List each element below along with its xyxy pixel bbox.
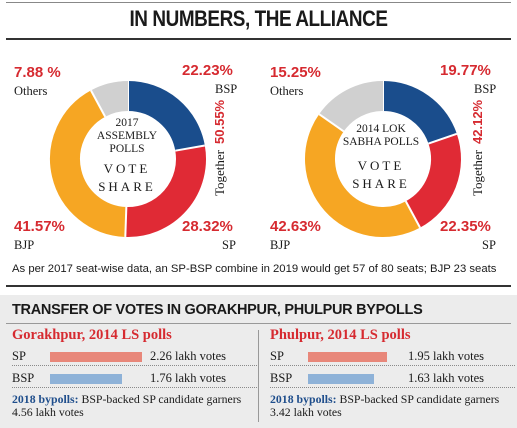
section-separator — [6, 285, 511, 287]
page-title: IN NUMBERS, THE ALLIANCE — [129, 6, 388, 31]
slice-others — [90, 81, 129, 118]
bsp-label-2014: BSP — [474, 82, 497, 96]
sp-label-2014: SP — [482, 238, 496, 252]
bypoll-key: 2018 bypolls: — [270, 392, 337, 406]
party-label: SP — [12, 349, 26, 363]
bypoll-key: 2018 bypolls: — [12, 392, 79, 406]
slice-others — [319, 81, 384, 132]
panel-divider — [258, 330, 259, 422]
slice-sp — [125, 145, 206, 237]
phulpur-panel: Phulpur, 2014 LS polls SP 1.95 lakh vote… — [270, 327, 515, 427]
slice-separator — [124, 206, 128, 237]
phulpur-bsp-row: BSP 1.63 lakh votes — [270, 370, 515, 388]
slice-separator — [318, 113, 345, 133]
others-pct-2017: 7.88 % — [14, 64, 61, 81]
bjp-pct-2014: 42.63% — [270, 218, 321, 235]
phulpur-bypoll-note: 2018 bypolls: BSP-backed SP candidate ga… — [270, 393, 515, 419]
bsp-pct-2017: 22.23% — [182, 62, 233, 79]
headline-rule — [6, 38, 511, 40]
together-2014: Together 42.12% — [470, 100, 486, 196]
bypoll-text: BSP-backed SP candidate garners 3.42 lak… — [270, 392, 500, 419]
slice-bjp — [50, 90, 127, 237]
sp-label-2017: SP — [222, 238, 236, 252]
others-label-2014: Others — [270, 84, 304, 98]
seat-footnote: As per 2017 seat-wise data, an SP-BSP co… — [12, 263, 497, 275]
bjp-pct-2017: 41.57% — [14, 218, 65, 235]
donut-charts — [50, 81, 461, 237]
together-label-2014: Together — [470, 149, 485, 196]
together-value-2017: 50.55% — [212, 99, 227, 144]
slice-separator — [404, 200, 421, 229]
slice-bsp — [382, 81, 457, 145]
donut-2017-assembly — [50, 81, 206, 237]
slice-separator — [175, 144, 205, 152]
sp-pct-2014: 22.35% — [440, 218, 491, 235]
center-vote: VOTE — [103, 161, 151, 176]
top-rule — [6, 2, 511, 3]
slice-separator — [90, 89, 107, 118]
together-value-2014: 42.12% — [470, 99, 485, 144]
party-label: BSP — [270, 371, 293, 385]
donut-center-2017: 2017 ASSEMBLY POLLS VOTE SHARE — [92, 117, 162, 196]
party-label: BSP — [12, 371, 35, 385]
transfer-rule — [6, 323, 511, 324]
gorakhpur-bsp-row: BSP 1.76 lakh votes — [12, 370, 257, 388]
center-share: SHARE — [352, 176, 410, 191]
phulpur-title: Phulpur, 2014 LS polls — [270, 327, 411, 343]
gorakhpur-bypoll-note: 2018 bypolls: BSP-backed SP candidate ga… — [12, 393, 257, 419]
votes-label: 2.26 lakh votes — [150, 349, 227, 363]
votes-label: 1.76 lakh votes — [150, 371, 227, 385]
bsp-bar — [50, 374, 122, 384]
slice-separator — [428, 132, 458, 145]
gorakhpur-title: Gorakhpur, 2014 LS polls — [12, 327, 172, 343]
transfer-title: TRANSFER OF VOTES IN GORAKHPUR, PHULPUR … — [12, 302, 423, 318]
center-line-1: 2014 LOK — [356, 123, 406, 135]
sp-bar — [308, 352, 388, 362]
center-line-2: SABHA POLLS — [342, 136, 420, 148]
bsp-bar — [308, 374, 375, 384]
center-line-1: 2017 — [115, 117, 139, 129]
bsp-pct-2014: 19.77% — [440, 62, 491, 79]
votes-label: 1.95 lakh votes — [408, 349, 485, 363]
donut-center-2014: 2014 LOK SABHA POLLS VOTE SHARE — [341, 123, 421, 193]
center-share: SHARE — [98, 179, 156, 194]
others-label-2017: Others — [14, 84, 48, 98]
donut-2014-lok-sabha — [305, 81, 461, 237]
slice-sp — [405, 133, 461, 228]
center-line-2: ASSEMBLY — [96, 130, 158, 142]
bjp-label-2017: BJP — [14, 238, 35, 252]
bjp-label-2014: BJP — [270, 238, 291, 252]
gorakhpur-sp-row: SP 2.26 lakh votes — [12, 348, 257, 366]
votes-label: 1.63 lakh votes — [408, 371, 485, 385]
center-vote: VOTE — [357, 158, 405, 173]
together-2017: Together 50.55% — [212, 100, 228, 196]
center-line-3: POLLS — [109, 143, 145, 155]
party-label: SP — [270, 349, 284, 363]
others-pct-2014: 15.25% — [270, 64, 321, 81]
slice-bsp — [127, 81, 205, 152]
gorakhpur-panel: Gorakhpur, 2014 LS polls SP 2.26 lakh vo… — [12, 327, 257, 427]
phulpur-sp-row: SP 1.95 lakh votes — [270, 348, 515, 366]
bsp-label-2017: BSP — [215, 82, 238, 96]
sp-pct-2017: 28.32% — [182, 218, 233, 235]
sp-bar — [50, 352, 142, 362]
bypoll-text: BSP-backed SP candidate garners 4.56 lak… — [12, 392, 242, 419]
together-label-2017: Together — [212, 149, 227, 196]
slice-bjp — [305, 114, 421, 237]
